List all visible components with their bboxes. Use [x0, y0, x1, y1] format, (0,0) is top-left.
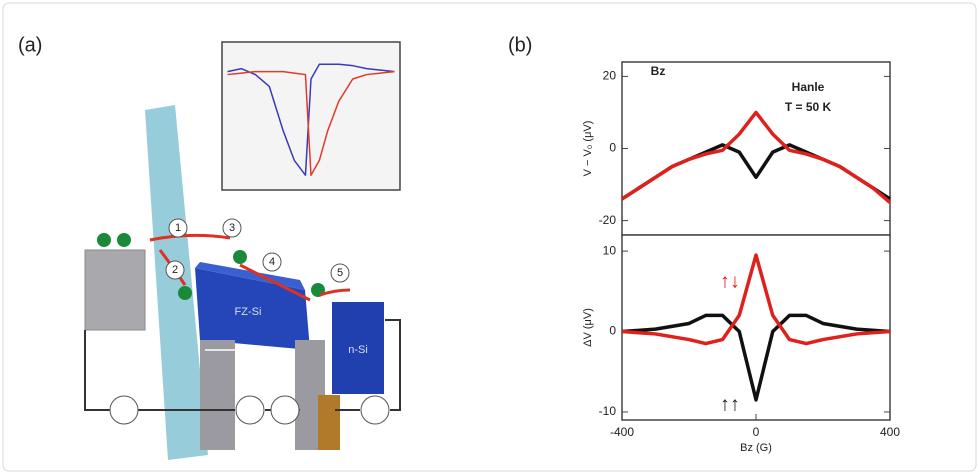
panel-label: (a)	[18, 34, 42, 56]
region-label: FZ-Si	[235, 306, 262, 318]
annotation: T = 50 K	[785, 100, 832, 114]
x-tick-label: -400	[610, 425, 634, 439]
y-tick-label: 0	[609, 324, 616, 338]
y-tick-label: -20	[599, 213, 617, 227]
panel-label: (b)	[508, 34, 532, 56]
annotation: ↑↓	[720, 270, 740, 292]
y-axis-label: ΔV (μV)	[582, 308, 594, 347]
step-label: 1	[175, 222, 181, 234]
data-line	[227, 63, 395, 176]
data-line	[227, 70, 395, 176]
y-tick-label: -10	[599, 404, 617, 418]
data-line	[621, 313, 891, 402]
region-label: n-Si	[348, 344, 368, 356]
y-tick-label: 10	[603, 243, 617, 257]
annotation: ↑↑	[720, 393, 740, 415]
data-line	[621, 253, 891, 346]
y-tick-label: 0	[609, 141, 616, 155]
y-axis-label: V − V₀ (μV)	[582, 121, 594, 177]
step-label: 3	[229, 222, 235, 234]
y-tick-label: 20	[603, 69, 617, 83]
step-label: 2	[172, 264, 178, 276]
scale-bar: 10 μm	[235, 352, 266, 364]
annotation: Hanle	[792, 80, 825, 94]
device-schematic	[84, 105, 401, 460]
plot-area	[621, 61, 891, 236]
annotation: Bz	[651, 64, 666, 78]
step-label: 4	[269, 256, 275, 268]
x-axis-label: Bz (G)	[740, 442, 772, 454]
x-tick-label: 400	[880, 425, 900, 439]
x-tick-label: 0	[753, 425, 760, 439]
step-label: 5	[337, 267, 343, 279]
data-line	[621, 110, 892, 204]
